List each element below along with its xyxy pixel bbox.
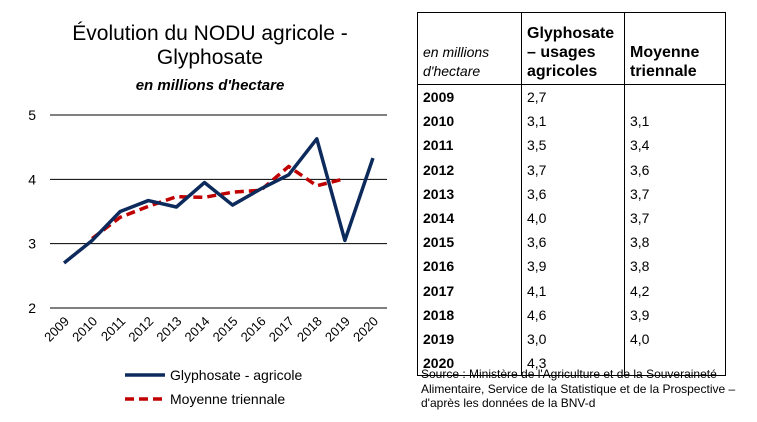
year-cell: 2017 — [417, 278, 522, 303]
moyenne-cell: 4,0 — [624, 326, 726, 352]
header-moyenne: Moyenne triennale — [624, 12, 726, 85]
x-tick-label: 2012 — [125, 314, 156, 345]
series-line-0 — [62, 137, 375, 265]
header-unit: en millions d'hectare — [417, 12, 522, 85]
table-row: 2015 3,6 3,8 — [417, 230, 726, 255]
x-tick-label: 2019 — [322, 314, 353, 345]
glyphosate-cell: 4,6 — [521, 302, 625, 327]
year-cell: 2011 — [417, 133, 522, 158]
moyenne-cell: 3,8 — [624, 230, 726, 255]
table-row: 2012 3,7 3,6 — [417, 157, 726, 182]
year-cell: 2012 — [417, 157, 522, 182]
legend-label: Moyenne triennale — [170, 391, 285, 407]
chart-subtitle: en millions d'hectare — [135, 77, 285, 94]
glyphosate-cell: 3,1 — [521, 109, 625, 134]
x-tick-label: 2009 — [41, 314, 72, 345]
legend-label: Glyphosate - agricole — [170, 367, 303, 383]
x-tick-label: 2018 — [294, 314, 325, 345]
glyphosate-cell: 3,5 — [521, 133, 625, 158]
data-table: en millions d'hectare Glyphosate – usage… — [417, 12, 726, 377]
moyenne-cell: 3,6 — [624, 157, 726, 182]
year-cell: 2015 — [417, 230, 522, 255]
moyenne-cell: 3,7 — [624, 205, 726, 231]
y-tick-label: 4 — [28, 171, 36, 187]
x-tick-label: 2017 — [266, 314, 297, 345]
table-row: 2020 4,3 — [417, 351, 726, 377]
moyenne-cell: 4,2 — [624, 278, 726, 303]
series-line-1 — [91, 164, 346, 240]
glyphosate-cell: 4,0 — [521, 205, 625, 231]
glyphosate-cell: 3,6 — [521, 181, 625, 206]
table-row: 2019 3,0 4,0 — [417, 326, 726, 352]
year-cell: 2013 — [417, 181, 522, 206]
y-tick-label: 3 — [28, 236, 36, 252]
year-cell: 2009 — [417, 84, 522, 110]
x-tick-label: 2013 — [153, 314, 184, 345]
glyphosate-cell: 3,9 — [521, 254, 625, 279]
x-tick-label: 2010 — [69, 314, 100, 345]
header-glyphosate: Glyphosate – usages agricoles — [521, 12, 625, 85]
glyphosate-cell: 3,6 — [521, 230, 625, 255]
source-note: Source : Ministère de l'Agriculture et d… — [421, 367, 736, 410]
table-row: 2014 4,0 3,7 — [417, 205, 726, 231]
moyenne-cell: 3,8 — [624, 254, 726, 279]
chart-title: Évolution du NODU agricole - Glyphosate — [72, 22, 348, 69]
year-cell: 2010 — [417, 109, 522, 134]
table-row: 2011 3,5 3,4 — [417, 133, 726, 158]
table-row: 2010 3,1 3,1 — [417, 109, 726, 134]
x-tick-label: 2011 — [98, 314, 128, 344]
glyphosate-cell: 3,0 — [521, 326, 625, 352]
table-row: 2018 4,6 3,9 — [417, 302, 726, 327]
year-cell: 2018 — [417, 302, 522, 327]
year-cell: 2016 — [417, 254, 522, 279]
year-cell: 2019 — [417, 326, 522, 352]
x-tick-label: 2015 — [210, 314, 241, 345]
glyphosate-cell: 3,7 — [521, 157, 625, 182]
x-tick-label: 2016 — [238, 314, 269, 345]
moyenne-cell: 3,7 — [624, 181, 726, 206]
table-row: 2013 3,6 3,7 — [417, 181, 726, 206]
line-chart: 2 3 4 5 200920102011201220132014201520162017… — [28, 107, 387, 407]
table-row: 2009 2,7 — [417, 84, 726, 110]
x-tick-label: 2014 — [182, 314, 213, 345]
moyenne-cell: 3,1 — [624, 109, 726, 134]
table-row: 2016 3,9 3,8 — [417, 254, 726, 279]
table-row: 2017 4,1 4,2 — [417, 278, 726, 303]
moyenne-cell — [624, 351, 726, 377]
moyenne-cell: 3,4 — [624, 133, 726, 158]
y-tick-label: 5 — [28, 107, 36, 123]
year-cell: 2014 — [417, 205, 522, 231]
glyphosate-cell: 4,3 — [521, 351, 625, 377]
x-tick-label: 2020 — [350, 314, 381, 345]
y-tick-label: 2 — [28, 300, 36, 316]
moyenne-cell — [624, 84, 726, 110]
glyphosate-cell: 2,7 — [521, 84, 625, 110]
moyenne-cell: 3,9 — [624, 302, 726, 327]
glyphosate-cell: 4,1 — [521, 278, 625, 303]
